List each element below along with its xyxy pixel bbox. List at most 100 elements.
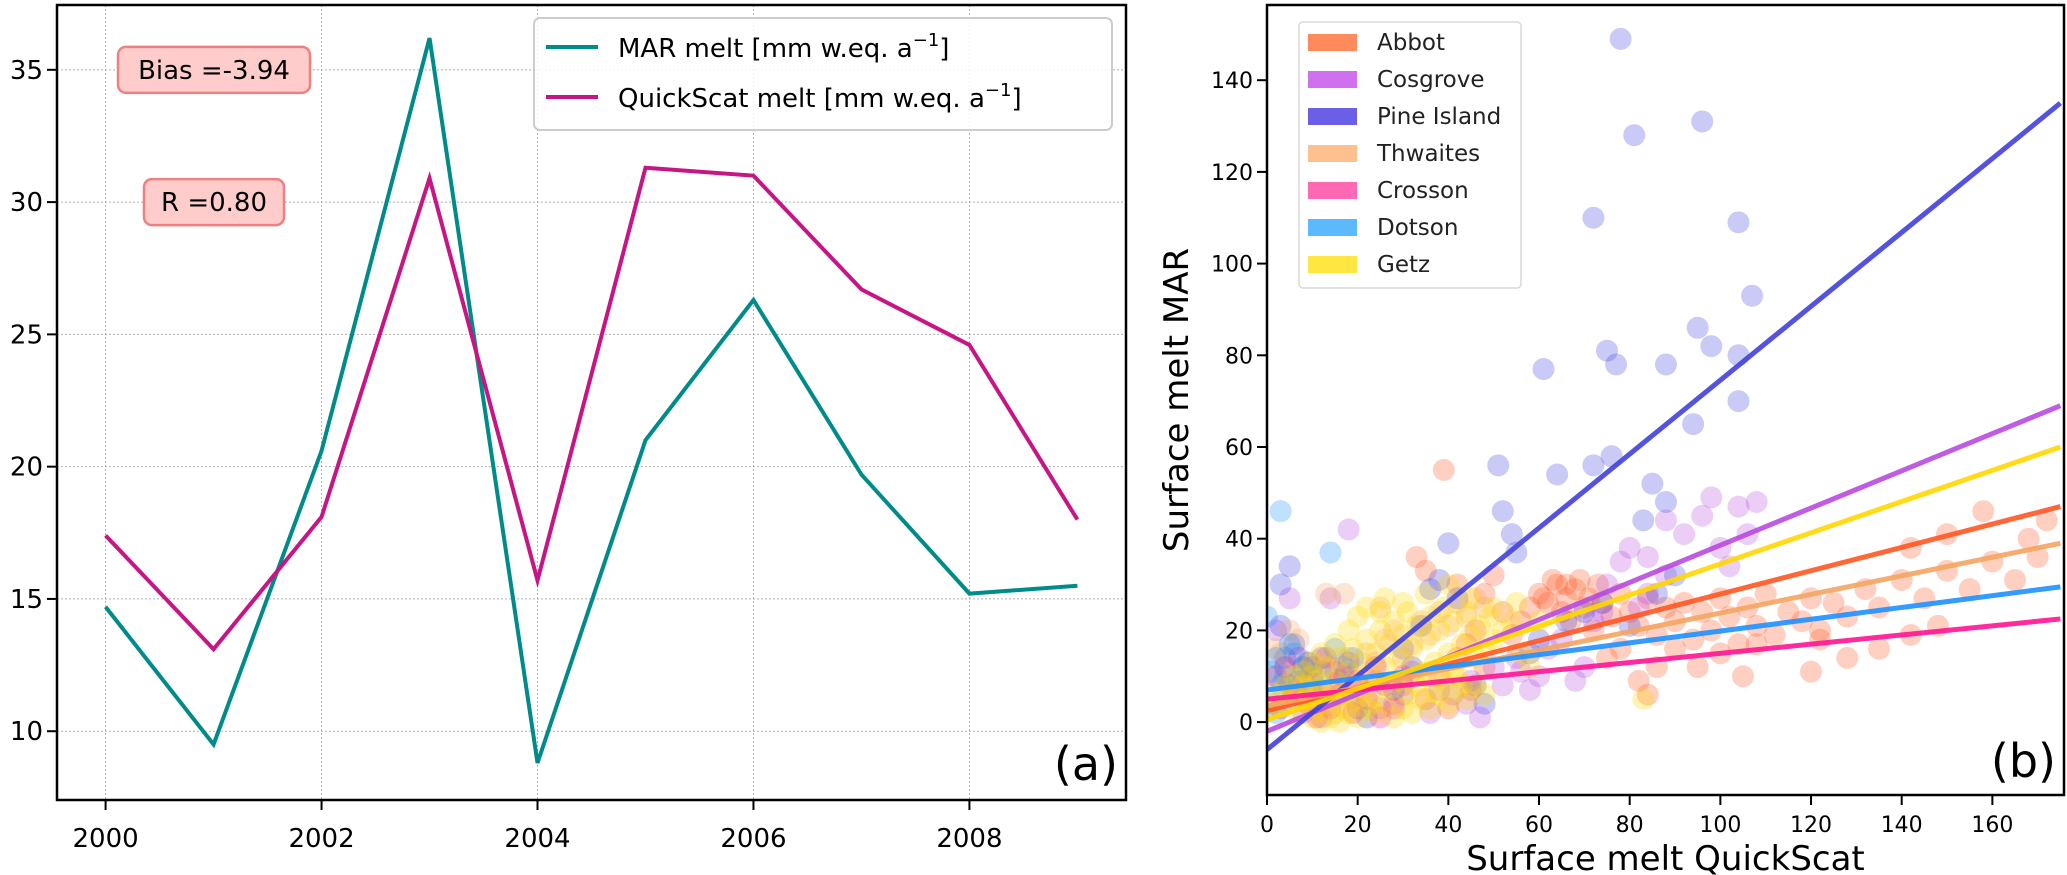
scatter-point <box>1274 656 1297 679</box>
scatter-point <box>1364 701 1387 724</box>
scatter-point <box>1958 578 1981 601</box>
panel-a-y-ticks: 10 15 20 25 30 35 <box>10 56 57 747</box>
scatter-point <box>1324 633 1347 656</box>
scatter-point <box>1464 619 1487 642</box>
panel-a-annotations: Bias =-3.94 R =0.80 <box>116 45 312 227</box>
legend-label: Abbot <box>1377 30 1445 56</box>
scatter-point <box>1296 651 1319 674</box>
panel-b-x-axis-title: Surface melt QuickScat <box>1466 839 1865 875</box>
scatter-point <box>1342 637 1365 660</box>
legend-label: Cosgrove <box>1377 67 1485 93</box>
scatter-point <box>1754 582 1777 605</box>
legend-frame <box>533 17 1113 131</box>
series-line-mar <box>104 37 1078 764</box>
scatter-point <box>1296 651 1319 674</box>
scatter-point <box>1314 582 1337 605</box>
scatter-point <box>1314 656 1337 679</box>
scatter-point <box>1355 642 1378 665</box>
scatter-point <box>1267 665 1283 688</box>
panel-a-lines <box>104 37 1080 764</box>
scatter-point <box>1636 546 1659 569</box>
scatter-point <box>1473 683 1496 706</box>
scatter-point <box>1337 619 1360 642</box>
scatter-point <box>1487 454 1510 477</box>
annotation-box <box>142 177 286 227</box>
scatter-point <box>1437 614 1460 637</box>
scatter-point <box>1727 495 1750 518</box>
scatter-point <box>1292 656 1315 679</box>
scatter-point <box>1414 688 1437 711</box>
legend-item: Abbot <box>1308 30 1445 56</box>
scatter-point <box>1491 500 1514 523</box>
scatter-point <box>1654 509 1677 532</box>
scatter-point <box>1460 623 1483 646</box>
legend-item: Thwaites <box>1308 141 1480 167</box>
scatter-point <box>1441 610 1464 633</box>
legend-label: Pine Island <box>1377 104 1501 130</box>
scatter-point <box>1346 697 1369 720</box>
scatter-point <box>1369 697 1392 720</box>
legend-item: Getz <box>1308 252 1430 278</box>
scatter-point <box>1355 706 1378 729</box>
scatter-point <box>1283 633 1306 656</box>
scatter-point <box>1269 573 1292 596</box>
scatter-point <box>1373 628 1396 651</box>
legend-swatch <box>1308 34 1357 51</box>
scatter-point <box>1546 463 1569 486</box>
panel-b-x-ticks: 0 20 40 60 80 100 120 140 160 <box>1260 795 2013 838</box>
panel-a: 2000 2002 2004 2006 2008 10 15 20 25 30 35 Bias =… <box>10 3 1128 854</box>
legend-swatch <box>1308 256 1357 273</box>
legend-label: Dotson <box>1377 215 1458 241</box>
scatter-point <box>1396 683 1419 706</box>
x-tick-label: 40 <box>1434 813 1462 838</box>
scatter-point <box>1532 587 1555 610</box>
panel-b-fit-lines <box>1267 101 2062 752</box>
scatter-point <box>1274 656 1297 679</box>
scatter-point <box>1319 541 1342 564</box>
scatter-point <box>1414 559 1437 582</box>
scatter-point <box>1437 692 1460 715</box>
scatter-point <box>1319 587 1342 610</box>
scatter-point <box>1537 591 1560 614</box>
scatter-point <box>1777 601 1800 624</box>
scatter-point <box>1392 646 1415 669</box>
scatter-point <box>1636 683 1659 706</box>
scatter-point <box>1382 706 1405 729</box>
scatter-point <box>1700 486 1723 509</box>
y-tick-label: 25 <box>10 320 43 350</box>
scatter-point <box>1632 688 1655 711</box>
scatter-point <box>1455 692 1478 715</box>
scatter-point <box>1269 500 1292 523</box>
scatter-point <box>1800 660 1823 683</box>
scatter-point <box>1478 605 1501 628</box>
panel-b-frame <box>1265 3 2066 797</box>
panel-a-frame <box>55 3 1128 802</box>
scatter-point <box>1337 651 1360 674</box>
scatter-point <box>1360 692 1383 715</box>
scatter-point <box>1596 339 1619 362</box>
scatter-point <box>1586 573 1609 596</box>
scatter-point <box>1342 646 1365 669</box>
scatter-point <box>1355 697 1378 720</box>
y-tick-label: 35 <box>10 56 43 86</box>
scatter-point <box>1691 504 1714 527</box>
panel-a-label: (a) <box>1054 737 1118 791</box>
y-tick-label: 20 <box>10 453 43 483</box>
legend-item: Crosson <box>1308 178 1469 204</box>
scatter-point <box>1568 568 1591 591</box>
scatter-point <box>1278 633 1301 656</box>
annotation-text: Bias =-3.94 <box>138 56 290 86</box>
scatter-point <box>1267 665 1288 688</box>
scatter-point <box>1741 284 1764 307</box>
scatter-point <box>1428 619 1451 642</box>
panel-b: 0 20 40 60 80 100 120 140 160 0 20 40 60 80 100 120 140… <box>1157 3 2066 875</box>
scatter-point <box>1460 679 1483 702</box>
x-tick-label: 60 <box>1525 813 1553 838</box>
y-tick-label: 120 <box>1211 161 1253 186</box>
x-tick-label: 140 <box>1881 813 1923 838</box>
scatter-point <box>1419 578 1442 601</box>
series-line-quickscat <box>104 165 1080 653</box>
scatter-series-pine-island <box>1269 27 1764 729</box>
legend-swatch <box>1308 71 1357 88</box>
scatter-point <box>1727 390 1750 413</box>
